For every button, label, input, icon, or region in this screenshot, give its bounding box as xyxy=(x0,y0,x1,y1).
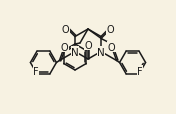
Text: F: F xyxy=(33,66,39,76)
Text: O: O xyxy=(108,42,115,52)
Text: O: O xyxy=(61,42,68,52)
Text: N: N xyxy=(97,47,105,57)
Text: F: F xyxy=(137,66,143,76)
Text: O: O xyxy=(84,41,92,51)
Text: N: N xyxy=(71,47,79,57)
Text: O: O xyxy=(106,25,114,35)
Text: O: O xyxy=(62,25,70,35)
